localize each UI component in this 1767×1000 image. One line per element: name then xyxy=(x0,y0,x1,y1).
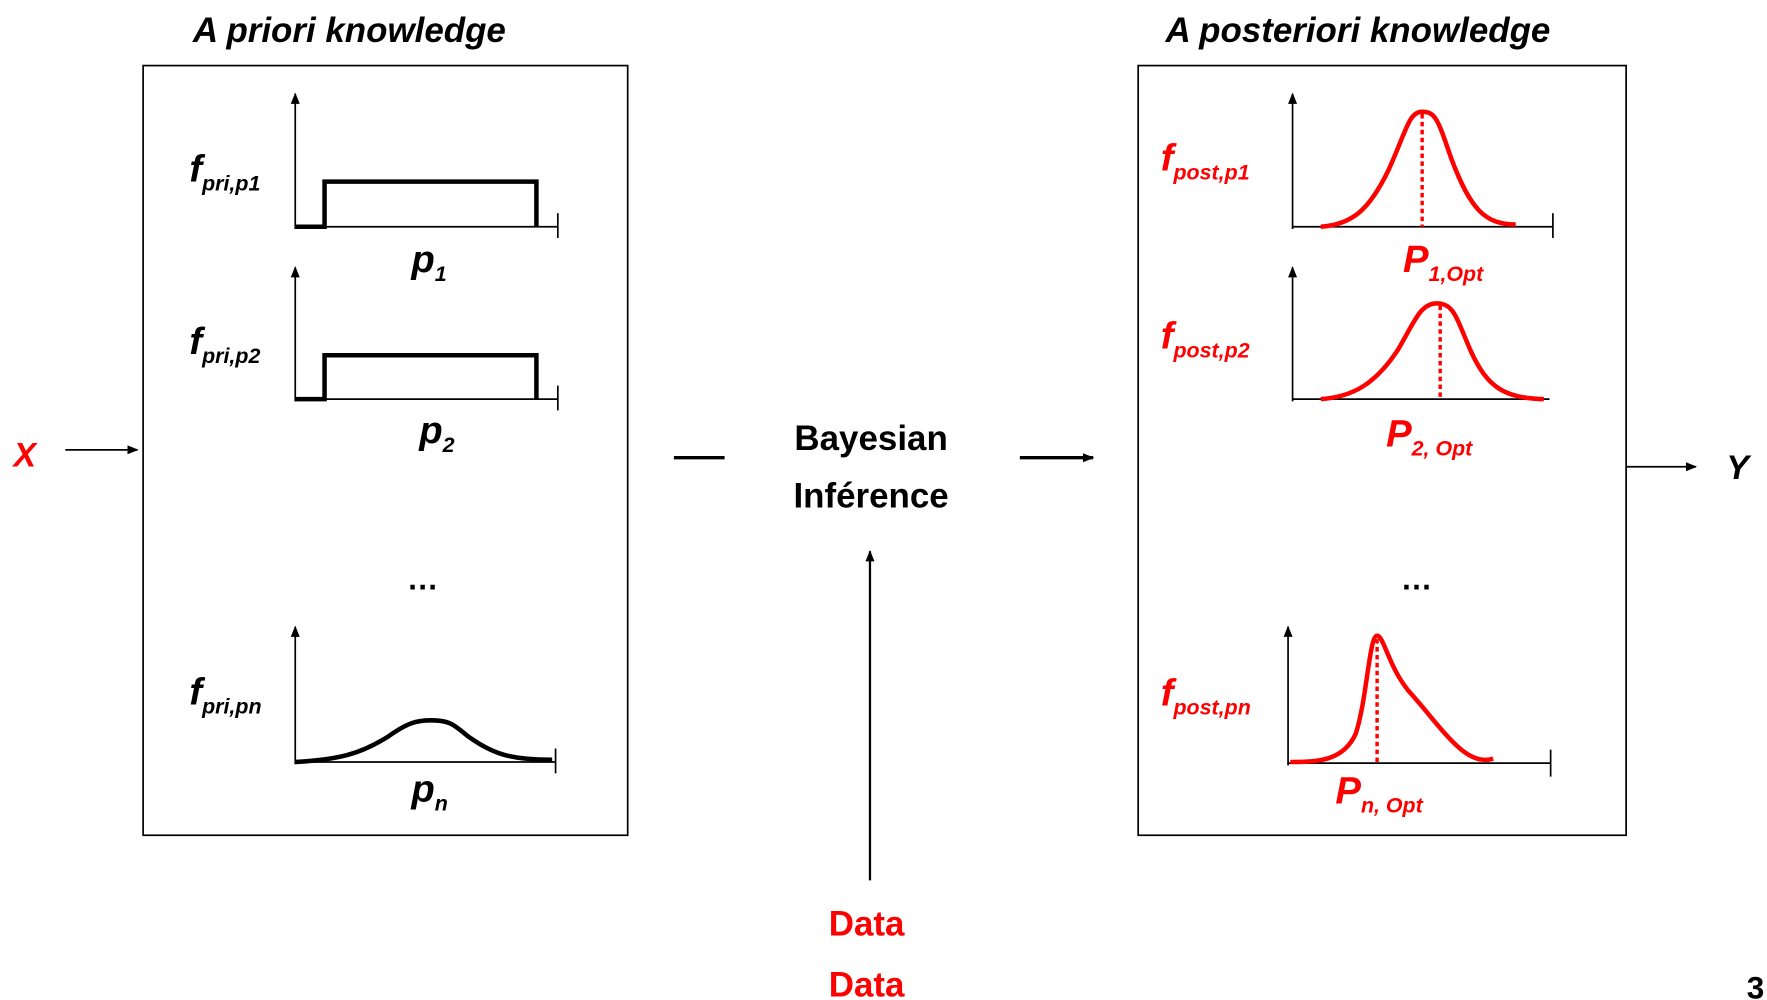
ellipsis: … xyxy=(407,561,439,597)
posterior-density-label: fpost,p2 xyxy=(1161,314,1250,362)
label-sub: n, Opt xyxy=(1361,794,1424,818)
label: p xyxy=(418,409,442,452)
label: f xyxy=(189,671,205,714)
output-label: Y xyxy=(1726,449,1752,487)
label-sub: post,p1 xyxy=(1172,160,1249,184)
label: f xyxy=(189,320,205,363)
label-sub: pri,pn xyxy=(201,695,261,719)
posterior-box xyxy=(1137,64,1627,837)
input-label: X xyxy=(12,437,39,475)
label: P xyxy=(1335,770,1361,813)
posterior-param-label: P2, Opt xyxy=(1386,412,1473,460)
label-sub: n xyxy=(435,791,448,815)
label: p xyxy=(410,238,434,281)
prior-param-label: pn xyxy=(410,767,447,815)
prior-axes xyxy=(290,92,559,774)
prior-title: A priori knowledge xyxy=(192,11,506,50)
page-number: 3 xyxy=(1747,970,1765,1000)
label-sub: 1,Opt xyxy=(1429,262,1485,286)
label: p xyxy=(410,767,434,810)
posterior-density-label: fpost,p1 xyxy=(1161,136,1250,184)
label-sub: 2 xyxy=(442,433,455,457)
label: f xyxy=(1161,136,1177,179)
label-sub: 1 xyxy=(435,262,447,286)
label: P xyxy=(1386,412,1412,455)
label: f xyxy=(189,148,205,191)
prior-param-label: p2 xyxy=(418,409,454,457)
prior-box xyxy=(142,64,629,837)
process-label: Inférence xyxy=(793,476,948,515)
posterior-density-label: fpost,pn xyxy=(1161,672,1251,720)
prior-density-label: fpri,p1 xyxy=(189,148,260,196)
posterior-param-label: P1,Opt xyxy=(1403,238,1484,286)
posterior-param-label: Pn, Opt xyxy=(1335,770,1423,818)
label-sub: 2, Opt xyxy=(1411,436,1474,460)
data-label: Data xyxy=(829,905,905,944)
label: P xyxy=(1403,238,1429,281)
ellipsis: … xyxy=(1401,561,1433,597)
label: f xyxy=(1161,314,1177,357)
posterior-curves xyxy=(1290,109,1544,765)
data-label: Data xyxy=(829,965,905,1000)
prior-param-label: p1 xyxy=(410,238,446,286)
label-sub: post,pn xyxy=(1172,696,1250,720)
label-sub: pri,p2 xyxy=(201,344,260,368)
label-sub: pri,p1 xyxy=(201,172,260,196)
prior-density-label: fpri,pn xyxy=(189,671,261,719)
prior-curves xyxy=(295,179,553,765)
prior-density-label: fpri,p2 xyxy=(189,320,260,368)
label: f xyxy=(1161,672,1177,715)
posterior-title: A posteriori knowledge xyxy=(1165,11,1551,50)
label-sub: post,p2 xyxy=(1172,338,1249,362)
process-label: Bayesian xyxy=(794,419,947,458)
optimum-lines xyxy=(1375,114,1442,764)
